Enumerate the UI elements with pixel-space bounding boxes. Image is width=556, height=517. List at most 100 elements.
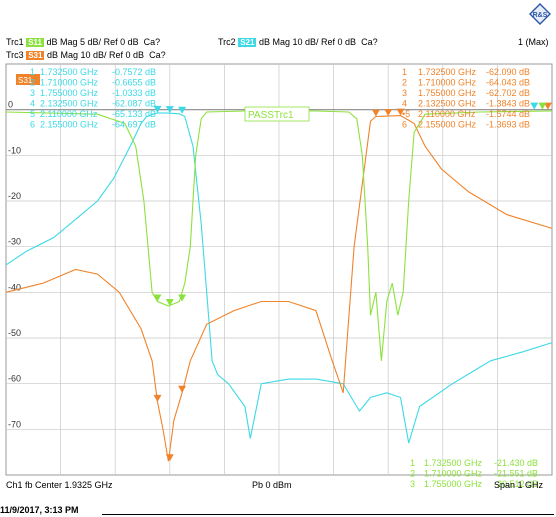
rohde-schwarz-logo-icon: R&S <box>529 3 551 25</box>
s11-readout-num: 3 <box>410 479 415 489</box>
y-tick-label: -40 <box>8 282 21 292</box>
s31-readout-val: -1.3693 dB <box>486 120 530 130</box>
trace2-param-tag[interactable]: S21 <box>238 38 257 47</box>
trace3-scale: 10 dB/ <box>80 50 107 60</box>
trace1-ref: Ref 0 dB <box>103 37 139 47</box>
y-tick-label: 0 <box>8 100 13 110</box>
s21-readout-freq: 2.155000 GHz <box>40 120 99 130</box>
s31-readout-num: 6 <box>402 120 407 130</box>
s31-marker <box>384 109 393 117</box>
s11-readout-freq: 1.710000 GHz <box>424 469 483 479</box>
s11-readout-freq: 1.732500 GHz <box>424 458 483 468</box>
trace3-param-tag[interactable]: S31 <box>26 51 45 60</box>
s11-readout-num: 1 <box>410 458 415 468</box>
y-tick-label: -20 <box>8 191 21 201</box>
s21-marker <box>178 106 187 114</box>
s11-marker <box>165 299 174 307</box>
s21-readout-val: -62.087 dB <box>112 99 156 109</box>
s31-readout-num: 3 <box>402 88 407 98</box>
s21-readout-num: 1 <box>30 67 35 77</box>
y-axis-tick-labels: 0 -10 -20 -30 -40 -50 -60 -70 <box>8 100 21 430</box>
s11-readout-freq: 1.755000 GHz <box>424 479 483 489</box>
trace-header-row-2: Trc3 S31 dB Mag 10 dB/ Ref 0 dB Ca? <box>6 50 166 60</box>
trace-s21 <box>5 112 553 444</box>
s31-edge-marker <box>543 102 552 110</box>
trace1-cal: Ca? <box>143 37 161 47</box>
svg-text:R&S: R&S <box>533 12 548 19</box>
s21-marker <box>153 105 162 113</box>
channel-max: 1 (Max) <box>518 37 549 47</box>
trace-lines <box>5 110 553 462</box>
s11-marker <box>153 294 162 302</box>
s31-readout-freq: 1.710000 GHz <box>418 78 477 88</box>
s21-readout-freq: 1.710000 GHz <box>40 78 99 88</box>
s21-readout-freq: 2.110000 GHz <box>40 109 98 119</box>
s31-readout-num: •5 <box>402 109 410 119</box>
s31-marker <box>371 109 380 117</box>
s21-readout-val: -64.697 dB <box>112 120 156 130</box>
s21-readout-freq: 2.132500 GHz <box>40 99 99 109</box>
limit-pass-label: PASSTrc1 <box>248 110 294 121</box>
y-tick-label: -30 <box>8 237 21 247</box>
trace1-format: dB Mag <box>46 37 78 47</box>
s31-readout-freq: 2.132500 GHz <box>418 99 477 109</box>
s11-readout-val: -20.512 dB <box>494 479 538 489</box>
trace1-label[interactable]: Trc1 <box>6 37 24 47</box>
trace2-label[interactable]: Trc2 <box>218 37 236 47</box>
active-trace-tag-bg <box>16 74 40 85</box>
s31-readout-val: -1.3843 dB <box>486 99 530 109</box>
s21-readout-freq: 1.732500 GHz <box>40 67 99 77</box>
trace1-scale: 5 dB/ <box>80 37 102 47</box>
footer-channel: Ch1 fb Center 1.9325 GHz <box>6 480 113 490</box>
footer-span: Span 1 GHz <box>494 480 544 490</box>
s11-marker <box>178 294 187 302</box>
y-tick-label: -10 <box>8 145 21 155</box>
s31-readout-val: -62.090 dB <box>486 67 530 77</box>
s31-marker <box>396 108 405 116</box>
trace-s31 <box>5 115 553 462</box>
s31-stop-marker <box>178 385 187 393</box>
trace2-ref: Ref 0 dB <box>321 37 357 47</box>
trace2-format: dB Mag <box>258 37 290 47</box>
trace-s11 <box>5 110 553 361</box>
s21-readout-num: 4 <box>30 99 35 109</box>
trace-markers <box>153 102 552 462</box>
footer-power: Pb 0 dBm <box>252 480 292 490</box>
s21-readout-val: -65.133 dB <box>112 109 156 119</box>
s31-stop-marker <box>165 454 174 462</box>
trace2-scale: 10 dB/ <box>292 37 319 47</box>
trace3-format: dB Mag <box>46 50 78 60</box>
trace1-param-tag[interactable]: S11 <box>26 38 44 47</box>
s31-readout-num: 2 <box>402 78 407 88</box>
s31-readout-num: 4 <box>402 99 407 109</box>
s21-readout-num: 3 <box>30 88 35 98</box>
y-tick-label: -50 <box>8 328 21 338</box>
s11-edge-marker <box>538 102 547 110</box>
trace-header-row-1b: Trc2 S21 dB Mag 10 dB/ Ref 0 dB Ca? <box>218 37 378 47</box>
timestamp-rule <box>102 514 554 515</box>
s21-readout-val: -0.7572 dB <box>112 67 156 77</box>
trace3-cal: Ca? <box>149 50 166 60</box>
s31-stop-marker <box>153 394 162 402</box>
s21-readout-freq: 1.755000 GHz <box>40 88 99 98</box>
s11-readout-val: -21.430 dB <box>494 458 538 468</box>
s21-readout-val: -1.0333 dB <box>112 88 156 98</box>
s21-edge-marker <box>530 102 539 110</box>
s31-readout-freq: 2.155000 GHz <box>418 120 477 130</box>
s21-readout-val: -0.6655 dB <box>112 78 156 88</box>
s31-readout-freq: 1.732500 GHz <box>418 67 477 77</box>
s11-readout-num: 2 <box>410 469 415 479</box>
active-trace-tag: S31 <box>18 76 33 85</box>
trace-header-row-1: Trc1 S11 dB Mag 5 dB/ Ref 0 dB Ca? <box>6 37 160 47</box>
s21-marker <box>165 106 174 114</box>
s31-readout-val: -1.5744 dB <box>486 109 530 119</box>
s31-readout-freq: 1.755000 GHz <box>418 88 477 98</box>
s21-readout-num: 5 <box>30 109 35 119</box>
y-tick-label: -70 <box>8 419 21 429</box>
trace3-label[interactable]: Trc3 <box>6 50 24 60</box>
timestamp: 11/9/2017, 3:13 PM <box>0 505 79 515</box>
s21-readout-num: 2 <box>30 78 35 88</box>
y-tick-label: -60 <box>8 374 21 384</box>
